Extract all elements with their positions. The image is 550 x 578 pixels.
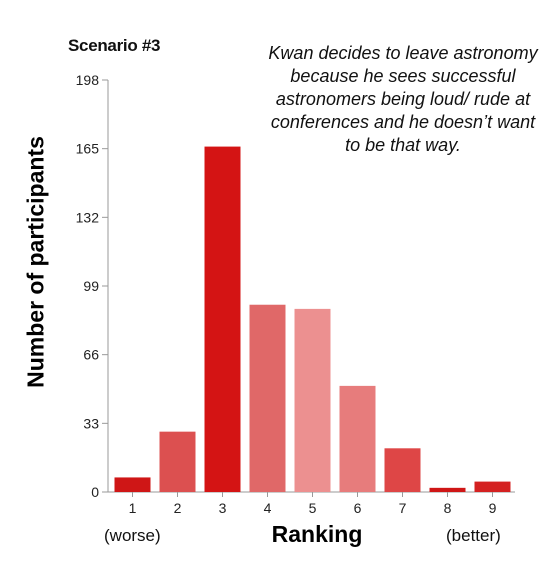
x-tick-label: 1 xyxy=(129,500,137,516)
x-ticks: 1 2 3 4 5 6 7 8 9 xyxy=(129,492,497,516)
bar-3 xyxy=(204,146,241,492)
x-tick-label: 2 xyxy=(174,500,182,516)
x-tick-label: 7 xyxy=(399,500,407,516)
bar-7 xyxy=(384,448,421,492)
scenario-annotation: Kwan decides to leave astronomy because … xyxy=(268,43,538,155)
x-tick-label: 3 xyxy=(219,500,227,516)
x-tick-label: 6 xyxy=(354,500,362,516)
y-tick-label: 33 xyxy=(83,415,99,431)
x-tick-label: 4 xyxy=(264,500,272,516)
x-axis-label: Ranking xyxy=(271,521,363,547)
x-tick-label: 5 xyxy=(309,500,317,516)
y-tick-label: 198 xyxy=(76,72,100,88)
y-tick-label: 165 xyxy=(76,141,100,157)
bar-2 xyxy=(159,431,196,492)
bars xyxy=(114,146,511,492)
y-ticks: 0 33 66 99 132 165 198 xyxy=(76,72,108,500)
bar-4 xyxy=(249,304,286,492)
chart-title: Scenario #3 xyxy=(68,36,161,55)
bar-9 xyxy=(474,481,511,492)
x-right-note: (better) xyxy=(446,526,501,545)
y-tick-label: 0 xyxy=(91,484,99,500)
bar-6 xyxy=(339,385,376,492)
y-tick-label: 66 xyxy=(83,347,99,363)
x-tick-label: 8 xyxy=(444,500,452,516)
x-left-note: (worse) xyxy=(104,526,161,545)
bar-5 xyxy=(294,308,331,492)
y-tick-label: 99 xyxy=(83,278,99,294)
bar-8 xyxy=(429,487,466,492)
bar-1 xyxy=(114,477,151,492)
x-tick-label: 9 xyxy=(489,500,497,516)
y-tick-label: 132 xyxy=(76,209,100,225)
